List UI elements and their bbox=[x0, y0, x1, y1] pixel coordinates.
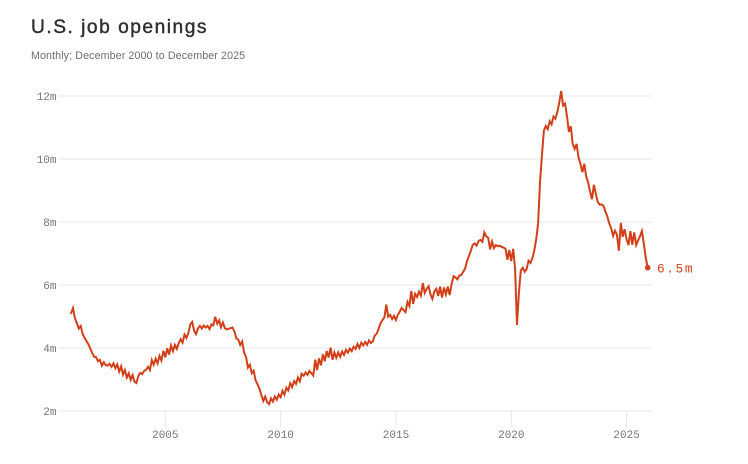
svg-text:2m: 2m bbox=[43, 407, 57, 419]
svg-text:6.5m: 6.5m bbox=[657, 262, 694, 277]
svg-text:4m: 4m bbox=[43, 344, 57, 356]
svg-text:12m: 12m bbox=[37, 92, 57, 104]
svg-text:2015: 2015 bbox=[383, 430, 409, 442]
svg-text:8m: 8m bbox=[43, 218, 57, 230]
svg-text:10m: 10m bbox=[37, 155, 57, 167]
svg-text:2020: 2020 bbox=[498, 430, 524, 442]
svg-text:2010: 2010 bbox=[267, 430, 293, 442]
svg-text:6m: 6m bbox=[43, 281, 57, 293]
svg-text:2005: 2005 bbox=[152, 430, 178, 442]
svg-text:2025: 2025 bbox=[613, 430, 639, 442]
